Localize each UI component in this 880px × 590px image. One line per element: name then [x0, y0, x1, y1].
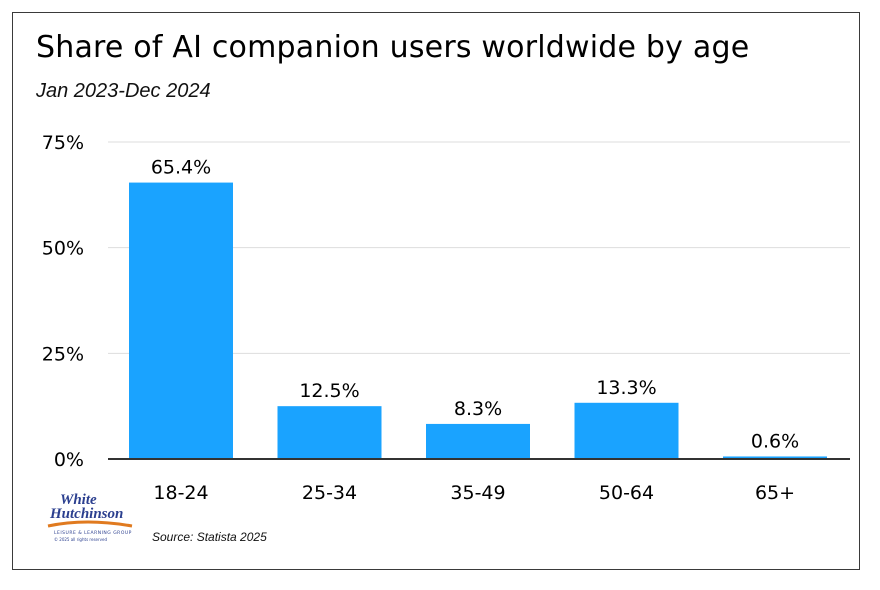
y-tick-label: 25%	[42, 343, 84, 365]
x-tick-label: 35-49	[450, 482, 505, 504]
x-tick-label: 50-64	[599, 482, 654, 504]
bar	[574, 402, 679, 459]
logo-copyright: © 2025 all rights reserved	[54, 537, 107, 542]
x-tick-label: 25-34	[302, 482, 357, 504]
y-tick-label: 75%	[42, 132, 84, 154]
x-tick-label: 18-24	[153, 482, 208, 504]
data-label: 8.3%	[454, 398, 502, 420]
y-tick-label: 50%	[42, 238, 84, 260]
bar	[426, 423, 530, 459]
source-note: Source: Statista 2025	[152, 530, 267, 544]
logo-tagline: LEISURE & LEARNING GROUP	[54, 530, 132, 536]
data-label: 12.5%	[299, 380, 359, 402]
y-tick-label: 0%	[54, 449, 84, 471]
bar	[277, 406, 382, 459]
data-label: 13.3%	[596, 377, 656, 399]
data-label: 65.4%	[151, 157, 211, 179]
logo-word-white: White	[60, 492, 97, 508]
bar	[129, 182, 233, 460]
chart-subtitle: Jan 2023-Dec 2024	[36, 80, 211, 102]
x-tick-label: 65+	[755, 482, 795, 504]
logo-swoosh	[47, 520, 133, 528]
chart-title: Share of AI companion users worldwide by…	[36, 30, 750, 65]
logo-word-hutchinson: Hutchinson	[49, 506, 123, 522]
data-label: 0.6%	[751, 430, 799, 452]
white-hutchinson-logo: White Hutchinson LEISURE & LEARNING GROU…	[46, 488, 146, 544]
bar	[723, 456, 827, 459]
